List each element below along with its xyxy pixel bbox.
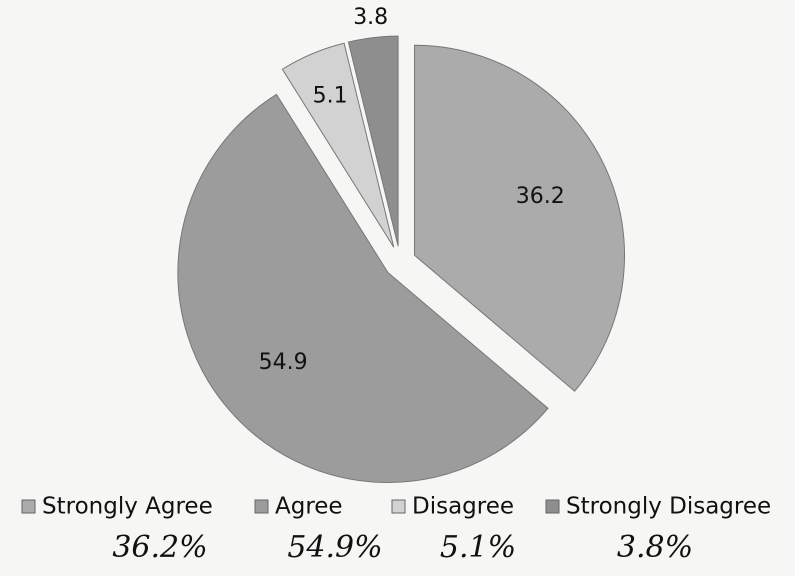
annotation: 5.1%: [440, 530, 516, 565]
pie-slice: [177, 93, 549, 483]
pie-slice: [347, 35, 399, 247]
legend-swatch: [545, 499, 560, 514]
pie-slice: [414, 44, 625, 392]
pie-slice: [281, 42, 395, 248]
annotation: 54.9%: [287, 530, 382, 565]
annotation: 36.2%: [112, 530, 207, 565]
legend-swatch: [391, 499, 406, 514]
legend-label: Agree: [275, 494, 343, 520]
value-label: 54.9: [259, 350, 308, 375]
legend-label: Disagree: [412, 494, 514, 520]
legend-swatch: [254, 499, 269, 514]
legend-swatch: [21, 499, 36, 514]
value-label: 5.1: [313, 83, 348, 108]
value-label: 3.8: [353, 5, 388, 30]
legend-label: Strongly Agree: [42, 494, 213, 520]
legend-label: Strongly Disagree: [566, 494, 771, 520]
value-label: 36.2: [516, 184, 565, 209]
annotation: 3.8%: [617, 530, 693, 565]
